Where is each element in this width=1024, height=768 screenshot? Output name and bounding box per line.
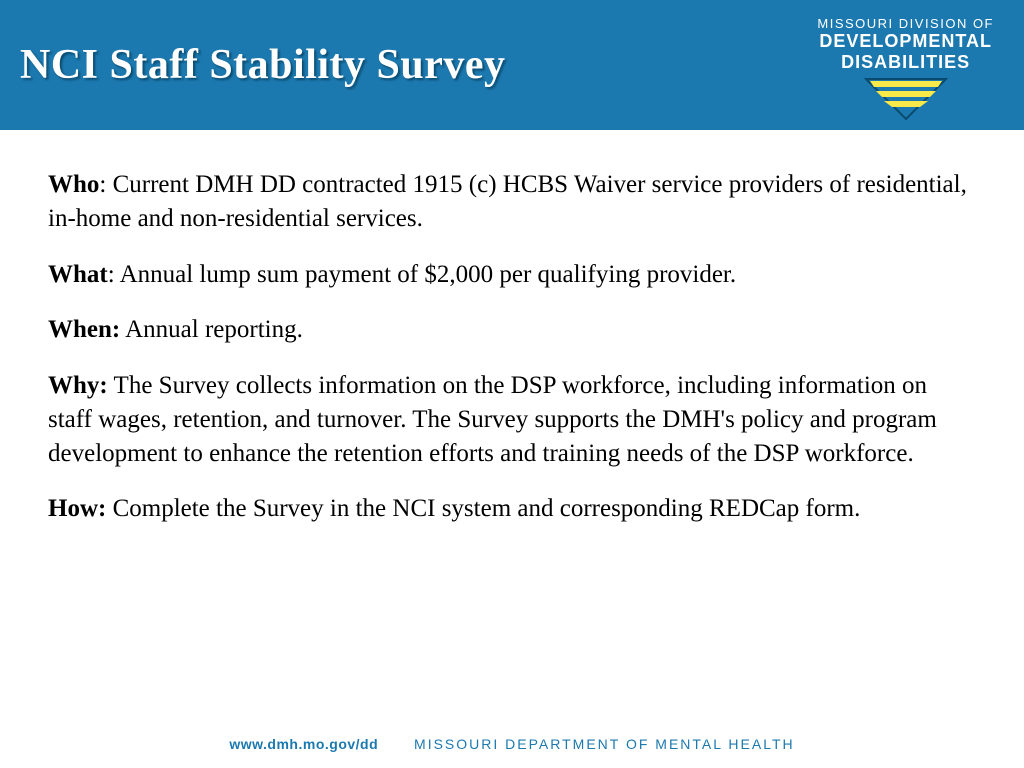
footer-dept: MISSOURI DEPARTMENT OF MENTAL HEALTH — [414, 736, 795, 752]
who-text: Current DMH DD contracted 1915 (c) HCBS … — [48, 171, 967, 232]
footer-url: www.dmh.mo.gov/dd — [229, 736, 378, 752]
why-text: The Survey collects information on the D… — [48, 372, 937, 467]
how-label: How: — [48, 495, 106, 522]
agency-logo: MISSOURI DIVISION OF DEVELOPMENTAL DISAB… — [817, 10, 1004, 121]
why-paragraph: Why: The Survey collects information on … — [48, 369, 976, 470]
when-text: Annual reporting. — [125, 316, 303, 343]
when-paragraph: When: Annual reporting. — [48, 313, 976, 347]
page-title: NCI Staff Stability Survey — [20, 41, 506, 89]
logo-line-2: DEVELOPMENTAL — [817, 31, 994, 52]
chevron-down-logo-icon — [817, 77, 994, 121]
what-text: Annual lump sum payment of $2,000 per qu… — [120, 261, 737, 288]
what-sep: : — [108, 261, 120, 288]
logo-line-3: DISABILITIES — [817, 52, 994, 73]
how-text: Complete the Survey in the NCI system an… — [113, 495, 861, 522]
header-bar: NCI Staff Stability Survey MISSOURI DIVI… — [0, 0, 1024, 130]
logo-line-1: MISSOURI DIVISION OF — [817, 16, 994, 31]
content-area: Who: Current DMH DD contracted 1915 (c) … — [0, 130, 1024, 526]
who-paragraph: Who: Current DMH DD contracted 1915 (c) … — [48, 168, 976, 236]
why-label: Why: — [48, 372, 108, 399]
what-paragraph: What: Annual lump sum payment of $2,000 … — [48, 258, 976, 292]
when-label: When: — [48, 316, 120, 343]
who-label: Who — [48, 171, 99, 198]
who-sep: : — [99, 171, 112, 198]
slide: NCI Staff Stability Survey MISSOURI DIVI… — [0, 0, 1024, 768]
how-paragraph: How: Complete the Survey in the NCI syst… — [48, 492, 976, 526]
footer: www.dmh.mo.gov/dd MISSOURI DEPARTMENT OF… — [0, 736, 1024, 752]
what-label: What — [48, 261, 108, 288]
